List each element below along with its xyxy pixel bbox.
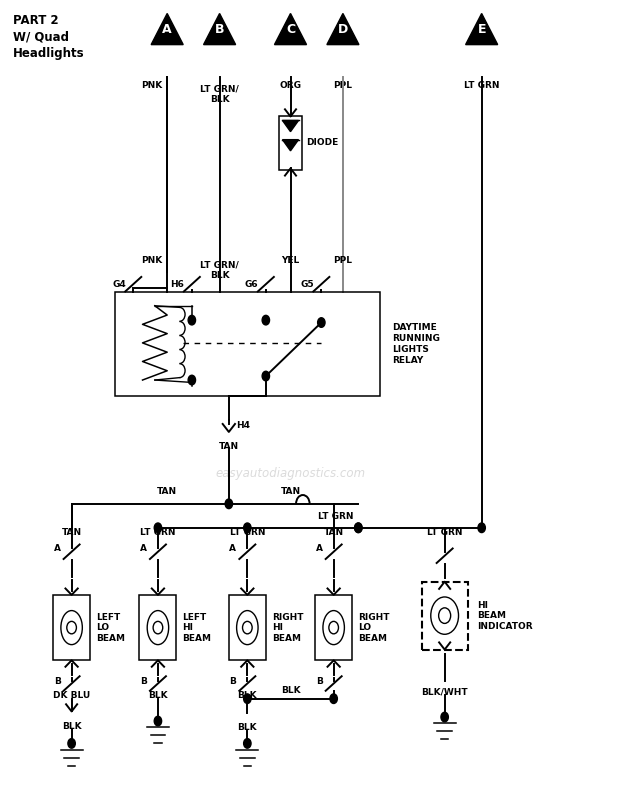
Text: BLK: BLK <box>148 690 167 700</box>
Circle shape <box>262 315 269 325</box>
Text: BLK: BLK <box>281 686 300 695</box>
Bar <box>315 595 352 660</box>
Text: D: D <box>338 23 348 36</box>
Circle shape <box>330 694 337 703</box>
Text: C: C <box>286 23 295 36</box>
Text: RIGHT
HI
BEAM: RIGHT HI BEAM <box>272 613 303 642</box>
Polygon shape <box>274 14 307 45</box>
Text: PNK: PNK <box>141 81 163 90</box>
Text: BLK: BLK <box>62 722 82 731</box>
Text: B: B <box>140 677 147 686</box>
Polygon shape <box>151 14 183 45</box>
Circle shape <box>355 523 362 533</box>
Text: G4: G4 <box>112 280 126 290</box>
Polygon shape <box>327 14 359 45</box>
Text: TAN: TAN <box>157 487 177 496</box>
Text: B: B <box>54 677 61 686</box>
Text: TAN: TAN <box>62 528 82 538</box>
Circle shape <box>68 738 75 748</box>
Text: PPL: PPL <box>334 81 352 90</box>
Circle shape <box>154 523 162 533</box>
Bar <box>53 595 90 660</box>
Polygon shape <box>203 14 235 45</box>
Text: BLK: BLK <box>237 723 257 733</box>
Text: ORG: ORG <box>279 81 302 90</box>
Polygon shape <box>282 121 298 132</box>
Polygon shape <box>465 14 497 45</box>
Circle shape <box>243 694 251 703</box>
Bar <box>421 582 468 650</box>
Bar <box>229 595 266 660</box>
Text: LT GRN/
BLK: LT GRN/ BLK <box>200 260 239 280</box>
Circle shape <box>188 315 195 325</box>
Text: TAN: TAN <box>281 487 300 496</box>
Text: RIGHT
LO
BEAM: RIGHT LO BEAM <box>358 613 390 642</box>
Text: LT GRN: LT GRN <box>230 528 265 538</box>
Text: LEFT
LO
BEAM: LEFT LO BEAM <box>96 613 125 642</box>
Text: B: B <box>215 23 224 36</box>
Text: YEL: YEL <box>281 256 300 266</box>
Text: A: A <box>140 544 147 553</box>
Text: DK BLU: DK BLU <box>53 690 90 700</box>
Bar <box>115 292 380 396</box>
Circle shape <box>441 712 448 722</box>
Text: DAYTIME
RUNNING
LIGHTS
RELAY: DAYTIME RUNNING LIGHTS RELAY <box>392 323 440 366</box>
Text: H4: H4 <box>236 421 250 430</box>
Text: BLK: BLK <box>237 690 257 700</box>
Text: A: A <box>316 544 323 553</box>
Text: G6: G6 <box>245 280 258 290</box>
Text: easyautodiagnostics.com: easyautodiagnostics.com <box>216 467 366 480</box>
Text: E: E <box>477 23 486 36</box>
Text: B: B <box>229 677 236 686</box>
Circle shape <box>188 375 195 385</box>
Polygon shape <box>282 140 298 151</box>
Circle shape <box>154 716 162 726</box>
Bar <box>279 116 302 170</box>
Circle shape <box>478 523 485 533</box>
Text: PPL: PPL <box>334 256 352 266</box>
Text: A: A <box>229 544 236 553</box>
Circle shape <box>262 371 269 381</box>
Text: LT GRN: LT GRN <box>318 512 353 522</box>
Circle shape <box>243 738 251 748</box>
Text: LT GRN: LT GRN <box>464 81 499 90</box>
Text: LT GRN/
BLK: LT GRN/ BLK <box>200 85 239 104</box>
Text: B: B <box>316 677 323 686</box>
Text: HI
BEAM
INDICATOR: HI BEAM INDICATOR <box>477 601 533 630</box>
Circle shape <box>318 318 325 327</box>
Bar <box>140 595 176 660</box>
Text: LEFT
HI
BEAM: LEFT HI BEAM <box>182 613 211 642</box>
Text: DIODE: DIODE <box>307 138 339 147</box>
Text: A: A <box>54 544 61 553</box>
Text: BLK/WHT: BLK/WHT <box>421 687 468 697</box>
Text: G5: G5 <box>300 280 314 290</box>
Text: H6: H6 <box>171 280 184 290</box>
Text: PART 2
W/ Quad
Headlights: PART 2 W/ Quad Headlights <box>13 14 85 60</box>
Text: TAN: TAN <box>219 442 239 450</box>
Text: LT GRN: LT GRN <box>140 528 176 538</box>
Circle shape <box>225 499 232 509</box>
Circle shape <box>243 523 251 533</box>
Text: TAN: TAN <box>324 528 344 538</box>
Circle shape <box>355 523 362 533</box>
Text: LT GRN: LT GRN <box>427 528 462 538</box>
Text: A: A <box>163 23 172 36</box>
Text: PNK: PNK <box>141 256 163 266</box>
